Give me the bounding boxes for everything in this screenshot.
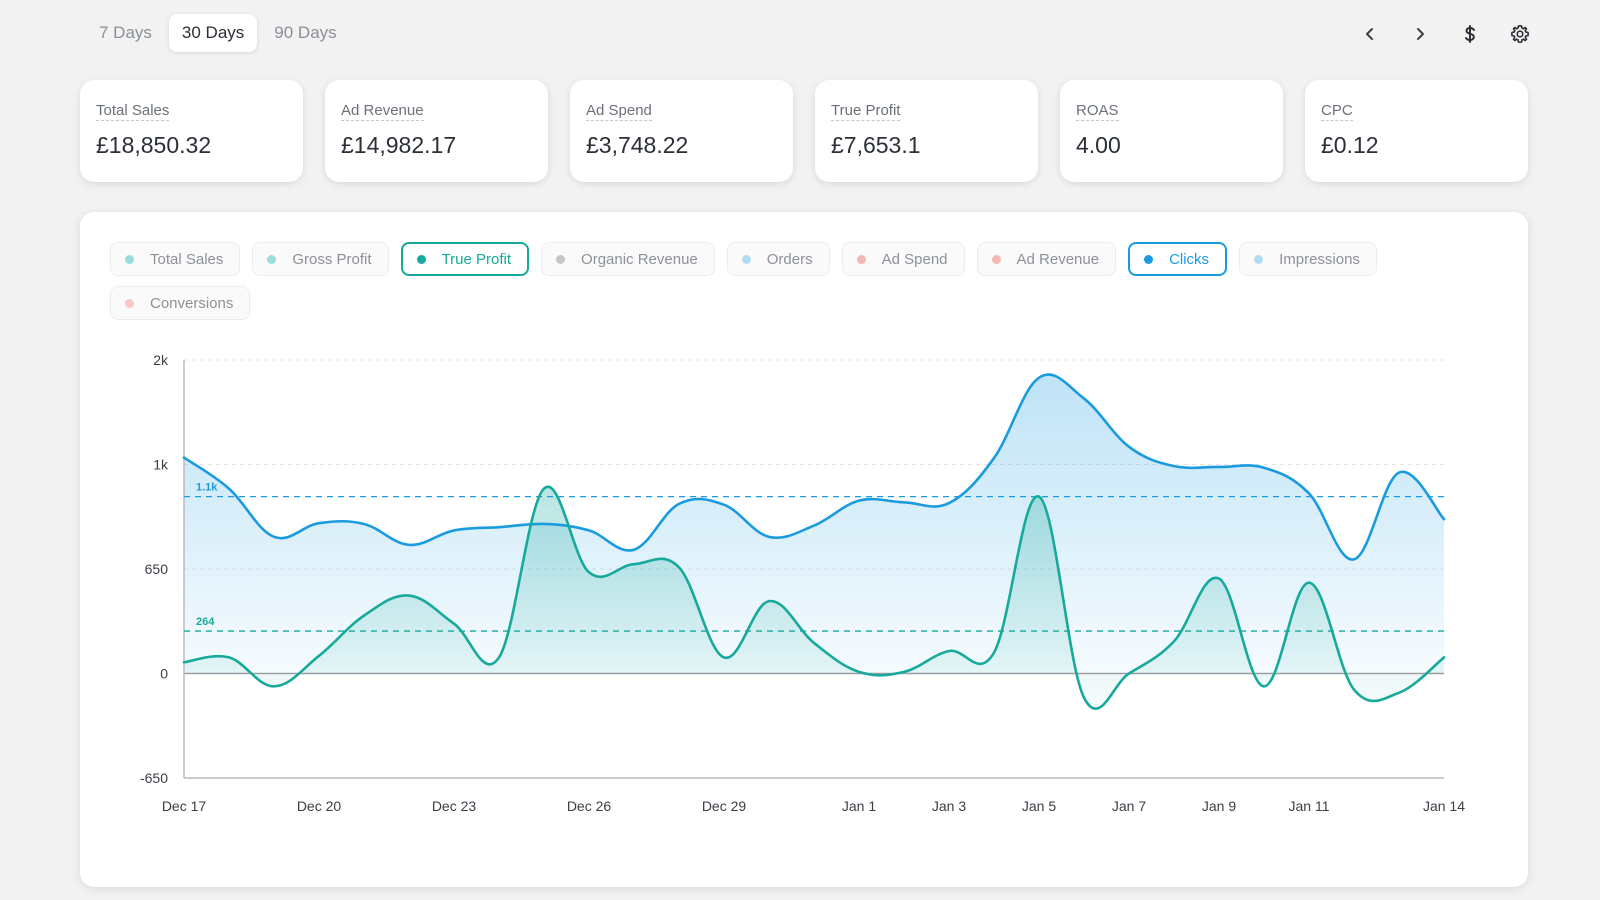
legend-dot-icon — [1254, 254, 1264, 264]
kpi-value: £3,748.22 — [586, 132, 689, 158]
metric-chip-impressions[interactable]: Impressions — [1239, 242, 1377, 276]
legend-dot-icon — [125, 254, 134, 264]
kpi-card-cpc: CPC £0.12 — [1305, 80, 1528, 182]
legend-dot-icon — [856, 254, 866, 264]
metric-chip-label: Ad Spend — [881, 250, 948, 268]
x-tick-label: Dec 17 — [162, 798, 207, 814]
kpi-value: £7,653.1 — [831, 132, 921, 158]
kpi-label: True Profit — [831, 102, 901, 121]
metric-chip-label: Impressions — [1279, 250, 1360, 268]
metric-chip-conversions[interactable]: Conversions — [110, 286, 251, 320]
x-tick-label: Dec 26 — [567, 798, 612, 814]
metric-chip-label: True Profit — [441, 250, 512, 268]
y-tick-label: 650 — [145, 561, 169, 577]
kpi-label: ROAS — [1076, 102, 1119, 121]
kpi-card-ad-spend: Ad Spend £3,748.22 — [570, 80, 793, 182]
metric-chip-label: Orders — [766, 250, 813, 268]
chart-panel: Total Sales Gross Profit True Profit Organi… — [80, 212, 1528, 887]
legend-dot-icon — [556, 254, 566, 264]
metric-chip-label: Gross Profit — [292, 250, 372, 268]
legend-dot-icon — [416, 254, 426, 264]
x-tick-label: Jan 9 — [1202, 798, 1236, 814]
y-tick-label: 1k — [153, 457, 169, 473]
kpi-value: £14,982.17 — [341, 132, 457, 158]
metric-chip-orders[interactable]: Orders — [726, 242, 830, 276]
x-tick-label: Jan 1 — [842, 798, 876, 814]
metric-chip-organic-revenue[interactable]: Organic Revenue — [541, 242, 715, 276]
kpi-label: Ad Spend — [586, 102, 652, 121]
metric-chips: Total Sales Gross Profit True Profit Organi… — [110, 242, 1430, 320]
metric-chip-label: Clicks — [1169, 250, 1210, 268]
series-area-clicks — [184, 374, 1444, 674]
y-tick-label: 2k — [153, 352, 169, 368]
metric-chip-label: Conversions — [150, 294, 234, 312]
tab-30-days[interactable]: 30 Days — [168, 14, 258, 52]
kpi-value: 4.00 — [1076, 132, 1121, 158]
legend-dot-icon — [991, 254, 1001, 264]
legend-dot-icon — [125, 298, 134, 308]
kpi-label: CPC — [1321, 102, 1353, 121]
reference-line-label: 1.1k — [196, 482, 218, 494]
tab-90-days[interactable]: 90 Days — [274, 23, 337, 42]
tab-7-days[interactable]: 7 Days — [99, 23, 152, 42]
kpi-card-ad-revenue: Ad Revenue £14,982.17 — [325, 80, 548, 182]
legend-dot-icon — [1144, 254, 1154, 264]
x-tick-label: Dec 29 — [702, 798, 747, 814]
date-range-tabs: 7 Days 30 Days 90 Days — [86, 14, 350, 52]
toolbar — [1352, 16, 1538, 52]
x-tick-label: Dec 23 — [432, 798, 477, 814]
metric-chip-true-profit[interactable]: True Profit — [400, 242, 530, 276]
metric-chip-ad-revenue[interactable]: Ad Revenue — [976, 242, 1117, 276]
metric-chip-clicks[interactable]: Clicks — [1128, 242, 1228, 276]
kpi-value: £18,850.32 — [96, 132, 212, 158]
line-chart: -650 0 650 1k 2k Dec 17 Dec 20 Dec 23 Dec 26 Dec … — [140, 352, 1465, 814]
y-tick-label: -650 — [140, 770, 168, 786]
previous-period-button[interactable] — [1352, 16, 1388, 52]
series-line-clicks — [182, 373, 1446, 561]
chevron-right-icon — [1417, 28, 1424, 40]
settings-button[interactable] — [1502, 16, 1538, 52]
x-tick-label: Jan 7 — [1112, 798, 1146, 814]
chevron-left-icon — [1366, 28, 1373, 40]
x-tick-label: Jan 14 — [1423, 798, 1465, 814]
legend-dot-icon — [741, 254, 751, 264]
metric-chip-label: Total Sales — [150, 250, 224, 268]
series-line-true-profit — [182, 485, 1446, 710]
x-tick-label: Dec 20 — [297, 798, 342, 814]
dollar-icon — [1465, 25, 1475, 43]
series-area-true-profit — [184, 486, 1444, 709]
metric-chip-gross-profit[interactable]: Gross Profit — [252, 242, 389, 276]
currency-button[interactable] — [1452, 16, 1488, 52]
y-tick-label: 0 — [160, 666, 168, 682]
x-tick-label: Jan 11 — [1289, 798, 1330, 814]
legend-dot-icon — [267, 254, 277, 264]
kpi-card-roas: ROAS 4.00 — [1060, 80, 1283, 182]
kpi-value: £0.12 — [1321, 132, 1379, 158]
kpi-label: Ad Revenue — [341, 102, 424, 121]
reference-line-label: 264 — [196, 616, 215, 628]
kpi-card-total-sales: Total Sales £18,850.32 — [80, 80, 303, 182]
metric-chip-label: Organic Revenue — [581, 250, 698, 268]
metric-chip-ad-spend[interactable]: Ad Spend — [841, 242, 965, 276]
next-period-button[interactable] — [1402, 16, 1438, 52]
x-tick-label: Jan 5 — [1022, 798, 1056, 814]
metric-chip-label: Ad Revenue — [1016, 250, 1100, 268]
kpi-label: Total Sales — [96, 102, 170, 121]
metric-chip-total-sales[interactable]: Total Sales — [110, 242, 241, 276]
x-tick-label: Jan 3 — [932, 798, 966, 814]
kpi-card-true-profit: True Profit £7,653.1 — [815, 80, 1038, 182]
kpi-cards: Total Sales £18,850.32 Ad Revenue £14,98… — [80, 80, 1528, 182]
gear-icon — [1511, 25, 1529, 43]
